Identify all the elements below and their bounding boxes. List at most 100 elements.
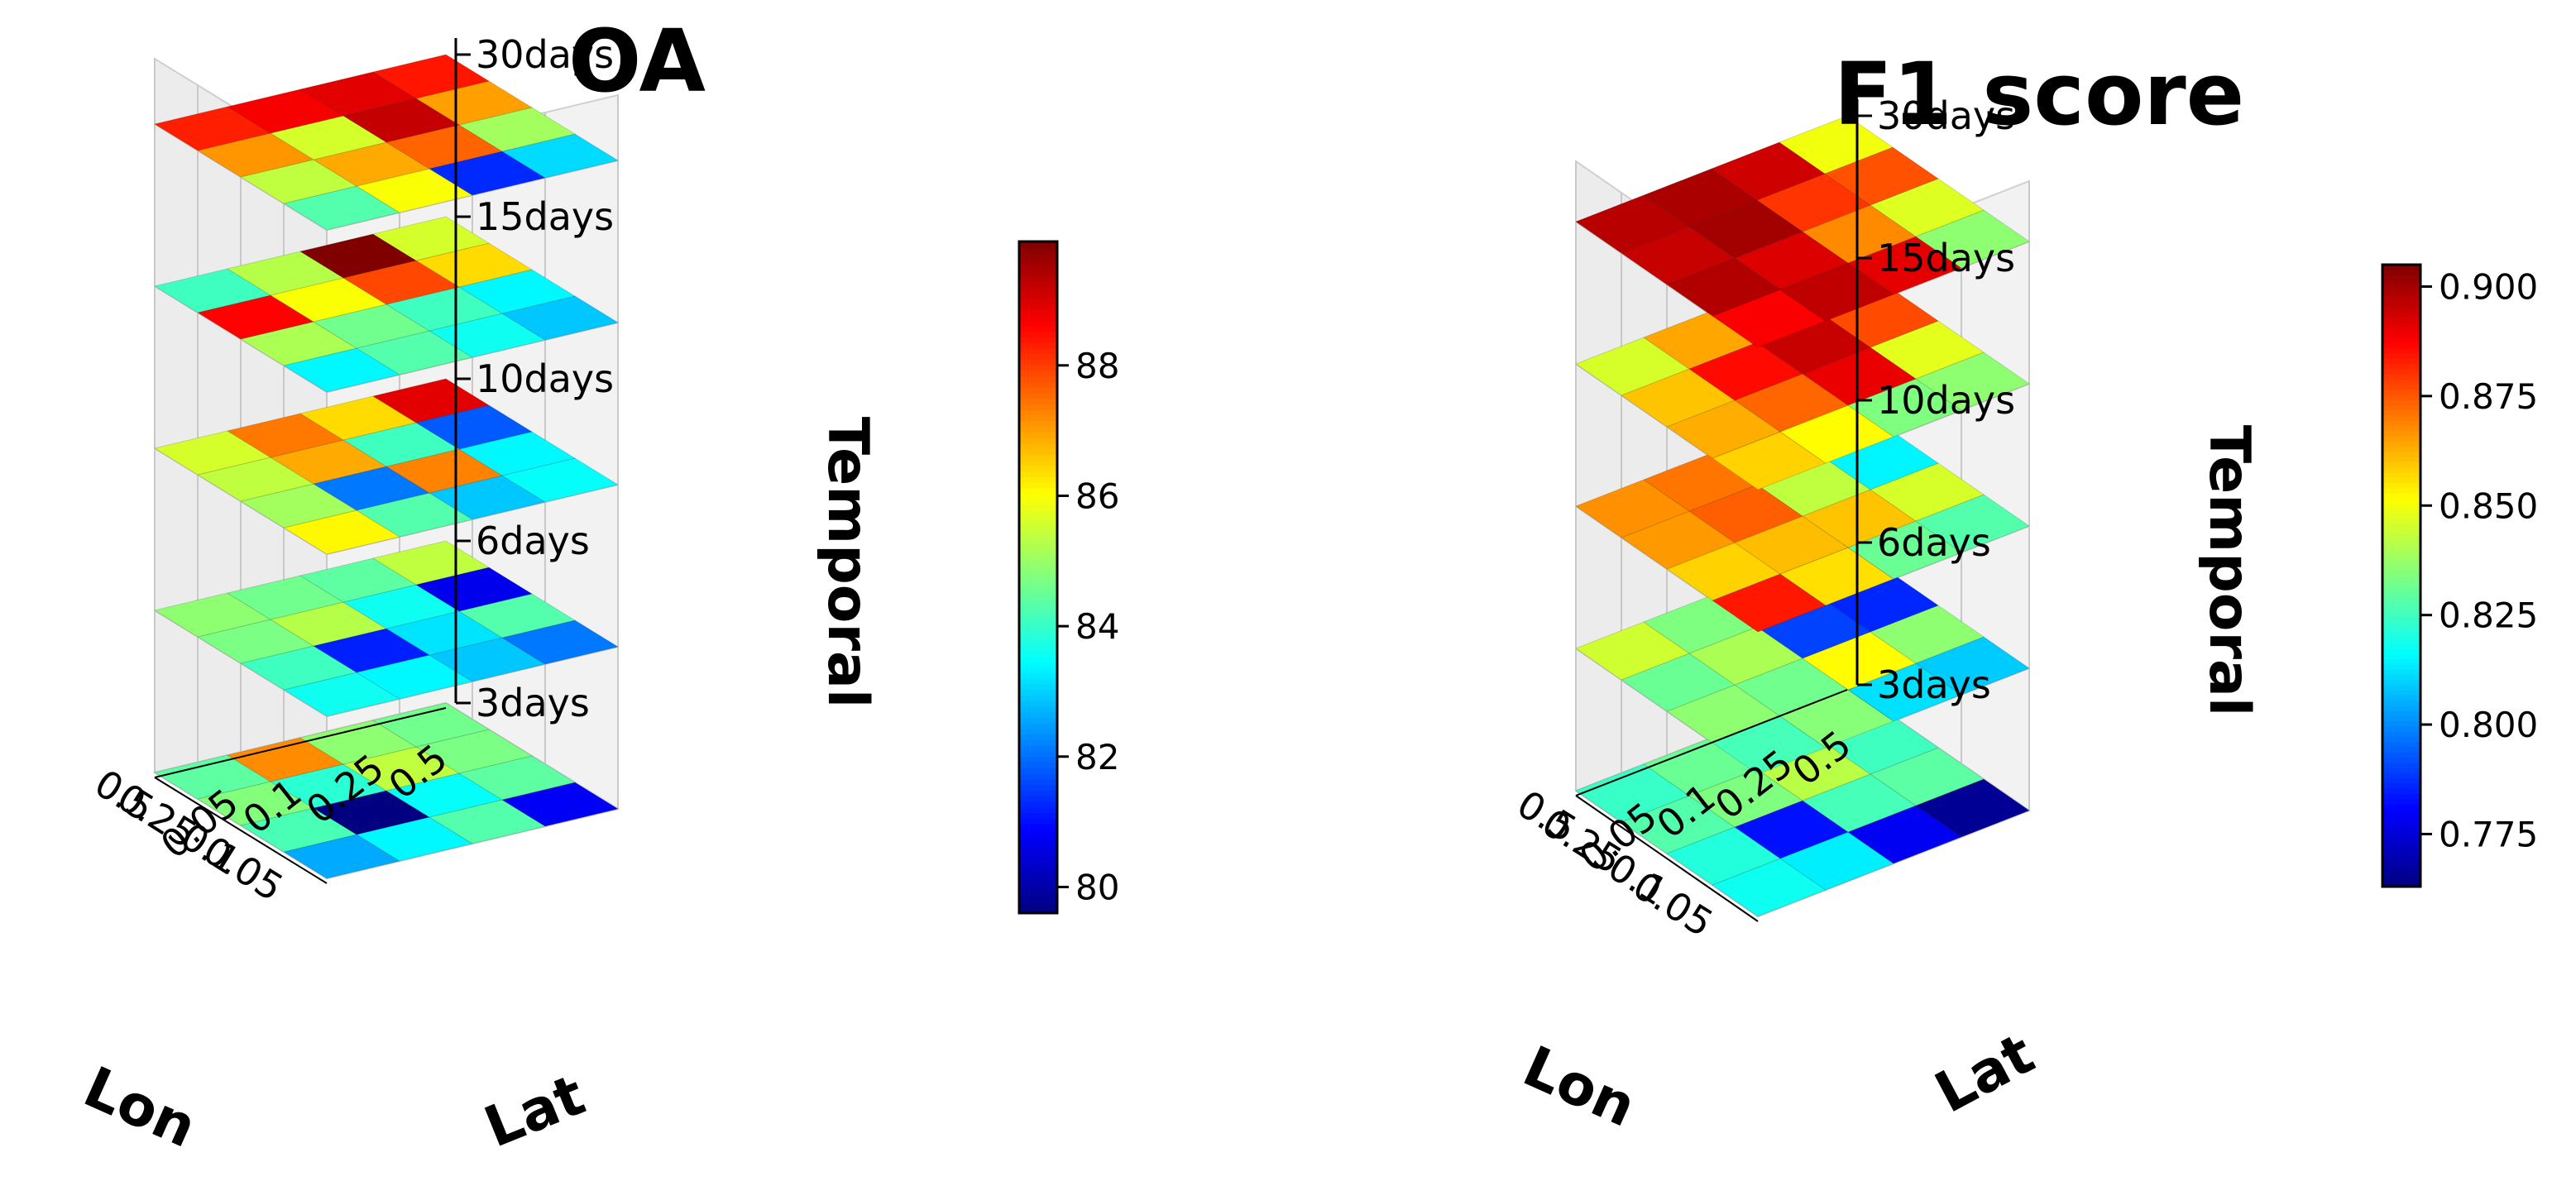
colorbar-segment [1019,319,1057,327]
colorbar-segment [2382,533,2420,540]
colorbar-segment [2382,700,2420,706]
colorbar-segment [1019,705,1057,713]
colorbar-segment [2382,285,2420,292]
colorbar-segment [1019,851,1057,858]
colorbar-segment [2382,835,2420,841]
colorbar-segment [2382,280,2420,286]
colorbar-segment [1019,890,1057,897]
colorbar-segment [1019,784,1057,791]
z-tick-label: 30days [476,32,614,77]
colorbar-segment [1019,728,1057,735]
colorbar-segment [2382,648,2420,654]
colorbar-segment [1019,722,1057,729]
colorbar-segment [1019,549,1057,556]
colorbar-segment [1019,538,1057,545]
colorbar-segment [1019,521,1057,528]
colorbar-segment [2382,508,2420,514]
heatmap-cell [371,216,491,261]
colorbar-segment [1019,873,1057,881]
colorbar: 0.775 0.800 0.825 0.850 0.875 0.900 [2381,263,2538,888]
colorbar-segment [1019,868,1057,875]
heatmap-cell [371,540,491,586]
colorbar-frame [2381,263,2422,888]
colorbar-segment [1019,762,1057,768]
colorbar-segment [2382,679,2420,686]
colorbar-segment [1019,414,1057,422]
colorbar-segment [2382,876,2420,882]
z-axis-label: Temporal [815,417,880,708]
colorbar-segment [1019,885,1057,892]
colorbar-segment [1019,493,1057,500]
colorbar-segment [2382,798,2420,805]
layer-3days [153,702,620,879]
colorbar-segment [2382,414,2420,421]
colorbar-segment [2382,544,2420,551]
colorbar-segment [2382,741,2420,748]
colorbar-segment [2382,777,2420,784]
z-tick-label: 6days [476,519,590,563]
colorbar-segment [2382,668,2420,675]
colorbar-segment [1019,554,1057,562]
colorbar-segment [1019,426,1057,433]
colorbar-segment [2382,378,2420,385]
colorbar-segment [2382,725,2420,732]
colorbar-segment [2382,762,2420,768]
colorbar-segment [1019,677,1057,685]
colorbar-segment [2382,492,2420,499]
colorbar-segment [2382,389,2420,395]
colorbar-segment [2382,347,2420,354]
colorbar-segment [1019,879,1057,886]
colorbar-segment [1019,605,1057,612]
colorbar-segment [1019,683,1057,691]
colorbar-segment [1019,353,1057,360]
colorbar-segment [2382,746,2420,753]
y-axis-label: Lat [1925,1021,2045,1126]
colorbar-segment [1019,331,1057,337]
colorbar-segment [2382,871,2420,878]
colorbar-segment [2382,674,2420,681]
colorbar-segment [1019,700,1057,707]
lon-axis-line [154,777,328,884]
chart-oa: 3days6days10days15days30days0.050.10.250… [74,11,1120,1161]
colorbar-segment [1019,359,1057,366]
colorbar-segment [1019,437,1057,444]
colorbar-segment [2382,446,2420,452]
colorbar-segment [1019,325,1057,332]
colorbar-segment [2382,855,2420,862]
colorbar-segment [1019,739,1057,746]
colorbar-segment [2382,581,2420,587]
colorbar-segment [2382,466,2420,473]
colorbar-segment [2382,865,2420,872]
colorbar-segment [1019,577,1057,584]
y-axis-label: Lat [476,1063,593,1161]
colorbar-segment [1019,398,1057,405]
colorbar-segment [2382,793,2420,800]
colorbar-segment [1019,817,1057,825]
colorbar-segment [1019,600,1057,606]
colorbar-segment [2382,653,2420,660]
colorbar-segment [2382,570,2420,576]
x-axis-label: Lon [74,1054,206,1160]
colorbar-tick-label: 84 [1075,606,1119,647]
colorbar-segment [2382,606,2420,613]
colorbar-segment [1019,370,1057,377]
colorbar-segment [1019,835,1057,841]
colorbar-segment [1019,308,1057,315]
colorbar-segment [1019,515,1057,523]
colorbar-segment [1019,454,1057,461]
colorbar-segment [1019,622,1057,629]
colorbar-segment [1019,806,1057,813]
z-tick-label: 3days [1877,662,1991,707]
chart-title: F1 score [1834,44,2244,145]
colorbar-segment [1019,375,1057,382]
colorbar-segment [1019,448,1057,455]
colorbar-segment [2382,601,2420,608]
colorbar-segment [2382,663,2420,670]
colorbar-segment [1019,337,1057,343]
colorbar-segment [1019,649,1057,657]
colorbar-segment [2382,399,2420,405]
colorbar-segment [2382,850,2420,857]
colorbar-segment [1019,527,1057,533]
colorbar-segment [2382,638,2420,644]
colorbar-segment [2382,300,2420,307]
